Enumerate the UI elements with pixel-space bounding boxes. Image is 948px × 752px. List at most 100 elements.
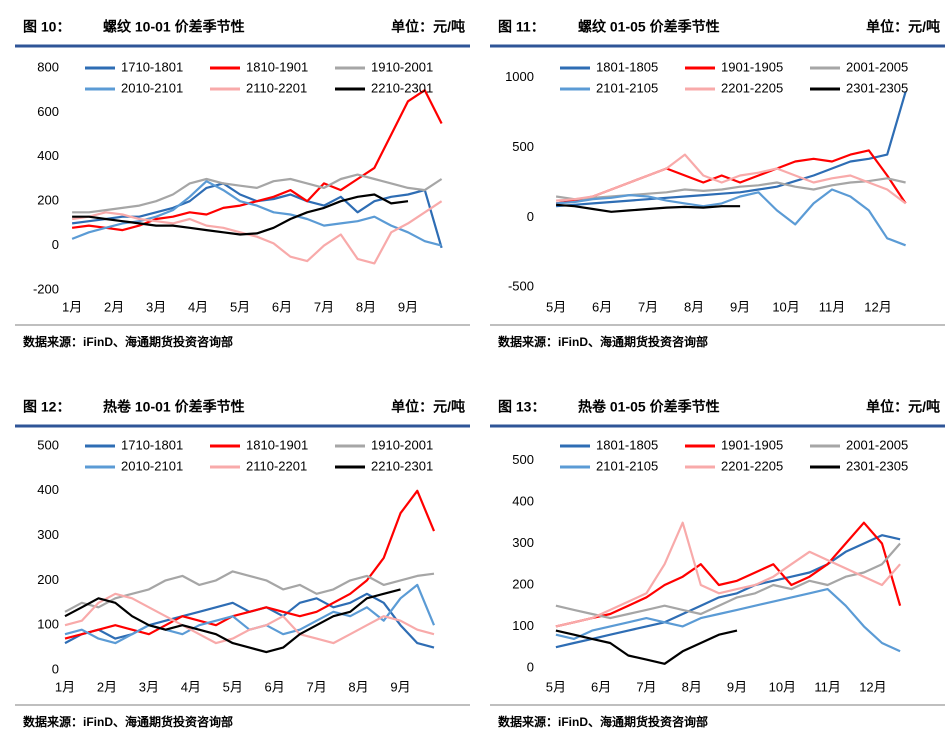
figure-label: 图 10： xyxy=(23,19,70,35)
x-tick-label: 7月 xyxy=(638,299,658,314)
series-line xyxy=(64,489,436,640)
legend-label: 2001-2005 xyxy=(846,59,908,74)
source-note: 数据来源：iFinD、海通期货投资咨询部 xyxy=(498,334,708,349)
x-tick-label: 7月 xyxy=(314,299,334,314)
y-tick-label: 100 xyxy=(37,617,59,632)
x-tick-label: 8月 xyxy=(356,299,376,314)
x-tick-label: 4月 xyxy=(181,679,201,694)
x-tick-label: 3月 xyxy=(146,299,166,314)
series-line xyxy=(556,188,906,247)
y-tick-label: 0 xyxy=(527,209,534,224)
x-tick-label: 7月 xyxy=(636,679,656,694)
series-line xyxy=(555,629,738,665)
legend-label: 2101-2105 xyxy=(596,80,658,95)
series-line xyxy=(71,200,443,265)
y-tick-label: -500 xyxy=(508,279,534,294)
y-tick-label: 100 xyxy=(512,618,534,633)
x-tick-label: 2月 xyxy=(97,679,117,694)
x-tick-label: 8月 xyxy=(348,679,368,694)
chart-title: 螺纹 01-05 价差季节性 xyxy=(578,19,720,35)
legend-label: 2210-2301 xyxy=(371,458,433,473)
x-tick-label: 5月 xyxy=(230,299,250,314)
series-line xyxy=(64,570,435,613)
source-note: 数据来源：iFinD、海通期货投资咨询部 xyxy=(23,334,233,349)
y-tick-label: 200 xyxy=(37,572,59,587)
legend-label: 1901-1905 xyxy=(721,437,783,452)
x-tick-label: 4月 xyxy=(188,299,208,314)
series-line xyxy=(64,583,436,645)
series-line xyxy=(72,193,409,236)
x-tick-label: 1月 xyxy=(62,299,82,314)
series-line xyxy=(71,89,443,232)
x-tick-label: 6月 xyxy=(265,679,285,694)
legend-label: 2201-2205 xyxy=(721,80,783,95)
source-note: 数据来源：iFinD、海通期货投资咨询部 xyxy=(23,714,233,729)
figure-label: 图 12： xyxy=(23,399,70,415)
x-tick-label: 5月 xyxy=(223,679,243,694)
legend-label: 1801-1805 xyxy=(596,437,658,452)
legend-label: 1901-1905 xyxy=(721,59,783,74)
x-tick-label: 11月 xyxy=(814,679,841,694)
x-tick-label: 10月 xyxy=(769,679,796,694)
x-tick-label: 5月 xyxy=(546,299,566,314)
series-line xyxy=(556,153,907,205)
series-line xyxy=(556,91,907,208)
x-tick-label: 8月 xyxy=(682,679,702,694)
y-tick-label: 200 xyxy=(37,193,59,208)
x-tick-label: 12月 xyxy=(859,679,886,694)
x-tick-label: 1月 xyxy=(55,679,75,694)
y-tick-label: 300 xyxy=(512,535,534,550)
legend-label: 2110-2201 xyxy=(246,458,307,473)
unit-label: 单位：元/吨 xyxy=(391,19,465,35)
y-tick-label: 600 xyxy=(37,104,59,119)
legend-label: 1801-1805 xyxy=(596,59,658,74)
y-tick-label: 800 xyxy=(37,59,59,74)
legend-label: 1710-1801 xyxy=(121,437,183,452)
x-tick-label: 7月 xyxy=(306,679,326,694)
unit-label: 单位：元/吨 xyxy=(866,19,940,35)
series-line xyxy=(555,534,901,649)
unit-label: 单位：元/吨 xyxy=(391,399,465,415)
y-tick-label: 300 xyxy=(37,527,59,542)
y-tick-label: 1000 xyxy=(505,69,534,84)
y-tick-label: 400 xyxy=(37,148,59,163)
y-tick-label: 500 xyxy=(512,452,534,467)
y-tick-label: 400 xyxy=(512,493,534,508)
y-tick-label: -200 xyxy=(33,281,59,296)
series-line xyxy=(64,592,435,645)
legend-label: 1810-1901 xyxy=(246,437,308,452)
figure-label: 图 11： xyxy=(498,19,545,35)
legend-label: 2010-2101 xyxy=(121,80,183,95)
legend-label: 2201-2205 xyxy=(721,458,783,473)
x-tick-label: 8月 xyxy=(684,299,704,314)
y-tick-label: 500 xyxy=(512,139,534,154)
x-tick-label: 9月 xyxy=(398,299,418,314)
legend-label: 2101-2105 xyxy=(596,458,658,473)
legend-label: 1910-2001 xyxy=(371,437,433,452)
y-tick-label: 0 xyxy=(52,237,59,252)
chart-title: 热卷 01-05 价差季节性 xyxy=(578,399,720,415)
legend-label: 2010-2101 xyxy=(121,458,183,473)
legend-label: 1810-1901 xyxy=(246,59,308,74)
series-line xyxy=(64,588,401,654)
series-line xyxy=(556,203,741,213)
x-tick-label: 6月 xyxy=(592,299,612,314)
y-tick-label: 0 xyxy=(527,659,534,674)
x-tick-label: 10月 xyxy=(772,299,799,314)
y-tick-label: 400 xyxy=(37,482,59,497)
y-tick-label: 200 xyxy=(512,576,534,591)
series-line xyxy=(72,173,443,214)
x-tick-label: 9月 xyxy=(730,299,750,314)
series-line xyxy=(555,588,901,653)
legend-label: 1910-2001 xyxy=(371,59,433,74)
legend-label: 2301-2305 xyxy=(846,458,908,473)
legend-label: 2110-2201 xyxy=(246,80,307,95)
series-line xyxy=(555,521,902,628)
y-tick-label: 0 xyxy=(52,661,59,676)
series-line xyxy=(555,542,901,620)
x-tick-label: 2月 xyxy=(104,299,124,314)
legend-label: 2210-2301 xyxy=(371,80,433,95)
x-tick-label: 12月 xyxy=(864,299,891,314)
x-tick-label: 6月 xyxy=(272,299,292,314)
